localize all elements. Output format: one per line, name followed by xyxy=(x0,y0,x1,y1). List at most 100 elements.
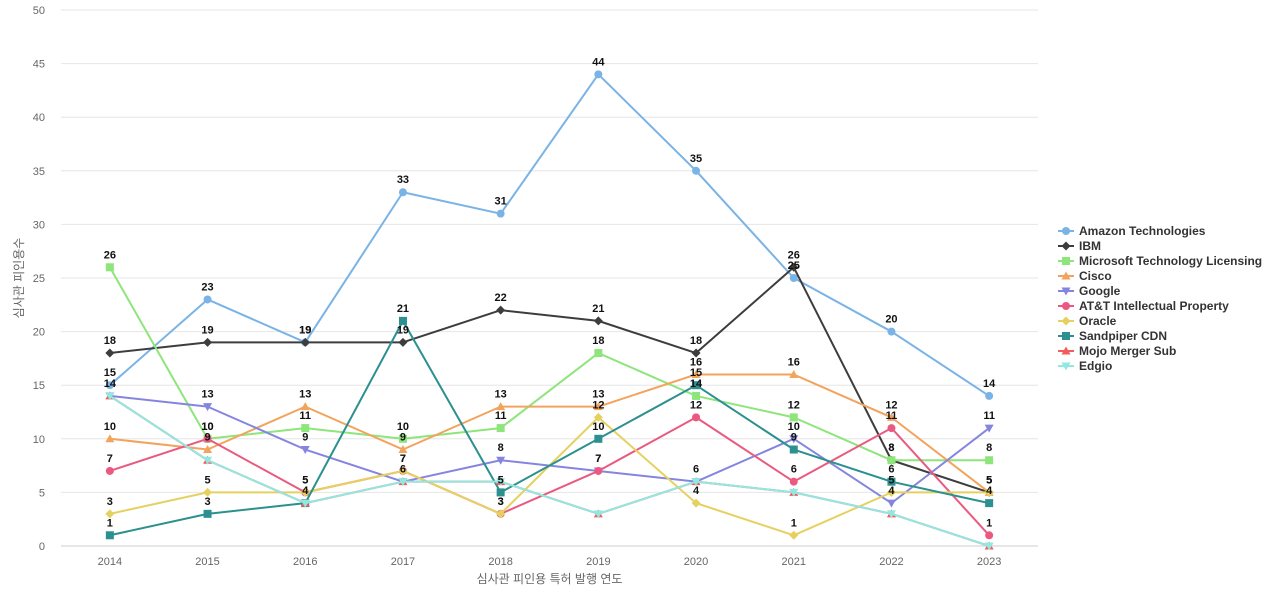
data-point[interactable] xyxy=(594,70,603,79)
data-point[interactable] xyxy=(789,262,799,272)
data-point[interactable] xyxy=(203,456,213,465)
data-point[interactable] xyxy=(593,510,603,519)
data-point[interactable] xyxy=(398,188,407,197)
data-point[interactable] xyxy=(105,381,114,390)
data-point[interactable] xyxy=(105,263,114,272)
data-point[interactable] xyxy=(692,391,701,400)
data-point[interactable] xyxy=(398,478,408,487)
data-point[interactable] xyxy=(886,510,896,519)
data-point[interactable] xyxy=(984,424,994,433)
legend-item[interactable]: Google xyxy=(1058,284,1121,298)
data-point[interactable] xyxy=(984,542,994,551)
legend-item[interactable]: Oracle xyxy=(1058,314,1117,328)
series-line[interactable] xyxy=(109,319,990,537)
data-point[interactable] xyxy=(105,531,114,540)
legend-item[interactable]: Microsoft Technology Licensing xyxy=(1058,254,1262,268)
data-point[interactable] xyxy=(496,456,506,465)
data-point[interactable] xyxy=(789,435,799,444)
data-point[interactable] xyxy=(203,434,212,443)
data-point[interactable] xyxy=(691,498,701,508)
data-point[interactable] xyxy=(789,477,798,486)
data-point[interactable] xyxy=(594,434,603,443)
data-point[interactable] xyxy=(594,466,603,475)
data-point[interactable] xyxy=(692,381,701,390)
series-line[interactable] xyxy=(109,73,990,397)
series-line[interactable] xyxy=(109,416,990,536)
data-point[interactable] xyxy=(203,445,213,454)
data-point[interactable] xyxy=(594,349,603,358)
data-point[interactable] xyxy=(789,445,798,454)
data-point[interactable] xyxy=(887,424,896,433)
data-point[interactable] xyxy=(886,499,896,508)
data-point[interactable] xyxy=(691,478,701,487)
data-point[interactable] xyxy=(789,413,798,422)
data-point[interactable] xyxy=(203,509,212,518)
data-label: 10 xyxy=(592,421,604,433)
data-point[interactable] xyxy=(398,434,407,443)
data-point[interactable] xyxy=(985,499,994,508)
data-point[interactable] xyxy=(300,446,310,455)
data-point[interactable] xyxy=(398,316,407,325)
data-point[interactable] xyxy=(496,305,506,315)
data-point[interactable] xyxy=(887,477,896,486)
data-point[interactable] xyxy=(887,456,896,465)
data-label: 1 xyxy=(986,517,992,529)
legend-item[interactable]: Sandpiper CDN xyxy=(1058,329,1167,343)
y-tick-label: 5 xyxy=(39,487,45,499)
data-point[interactable] xyxy=(496,509,506,519)
legend-item[interactable]: AT&T Intellectual Property xyxy=(1058,299,1229,313)
series-line[interactable] xyxy=(109,394,990,505)
data-point[interactable] xyxy=(789,369,799,378)
data-point[interactable] xyxy=(300,499,310,508)
data-point[interactable] xyxy=(496,478,506,487)
data-point[interactable] xyxy=(105,348,115,358)
data-point[interactable] xyxy=(398,466,408,476)
data-point[interactable] xyxy=(398,337,408,347)
data-point[interactable] xyxy=(203,403,213,412)
data-point[interactable] xyxy=(692,166,701,175)
data-point[interactable] xyxy=(496,424,505,433)
data-point[interactable] xyxy=(105,434,115,443)
data-point[interactable] xyxy=(203,295,212,304)
series-line[interactable] xyxy=(108,266,990,462)
data-point[interactable] xyxy=(105,392,115,401)
data-point[interactable] xyxy=(691,348,701,358)
data-point[interactable] xyxy=(203,337,213,347)
series-line[interactable] xyxy=(109,395,990,547)
legend-item[interactable]: Amazon Technologies xyxy=(1058,224,1206,238)
data-point[interactable] xyxy=(300,337,310,347)
data-point[interactable] xyxy=(985,531,994,540)
legend-item[interactable]: IBM xyxy=(1058,239,1101,253)
data-point[interactable] xyxy=(985,391,994,400)
data-point[interactable] xyxy=(301,424,310,433)
legend-item[interactable]: Edgio xyxy=(1058,359,1112,373)
data-point[interactable] xyxy=(789,530,799,540)
data-label: 12 xyxy=(885,399,897,411)
data-point[interactable] xyxy=(398,445,408,454)
data-point[interactable] xyxy=(984,487,994,497)
data-point[interactable] xyxy=(789,274,798,282)
data-point[interactable] xyxy=(496,402,506,411)
legend-label: Google xyxy=(1079,284,1121,298)
legend-item[interactable]: Mojo Merger Sub xyxy=(1058,344,1176,358)
data-point[interactable] xyxy=(691,369,701,378)
data-point[interactable] xyxy=(887,327,896,336)
data-point[interactable] xyxy=(692,413,701,422)
series-line[interactable] xyxy=(109,266,990,494)
data-point[interactable] xyxy=(593,316,603,326)
data-point[interactable] xyxy=(496,488,505,497)
data-point[interactable] xyxy=(300,487,310,497)
legend-item[interactable]: Cisco xyxy=(1058,269,1112,283)
data-point[interactable] xyxy=(789,488,799,497)
data-point[interactable] xyxy=(985,456,994,465)
data-point[interactable] xyxy=(300,402,310,411)
data-point[interactable] xyxy=(593,402,603,411)
data-point[interactable] xyxy=(886,487,896,497)
data-point[interactable] xyxy=(886,412,896,421)
data-point[interactable] xyxy=(496,209,505,218)
data-point[interactable] xyxy=(105,466,114,475)
data-point[interactable] xyxy=(593,412,603,422)
data-point[interactable] xyxy=(203,487,213,497)
data-point[interactable] xyxy=(105,509,115,519)
